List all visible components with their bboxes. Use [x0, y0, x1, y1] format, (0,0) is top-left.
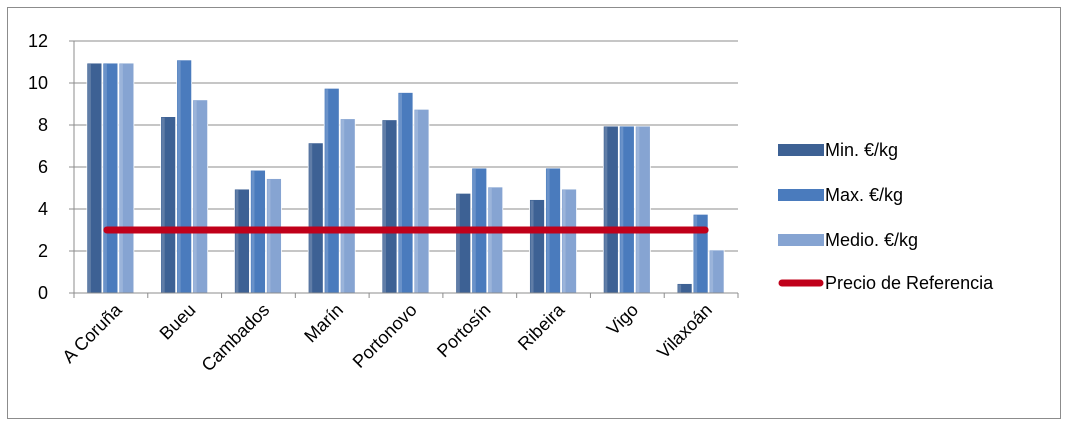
y-tick-label: 2	[38, 241, 48, 261]
bar-highlight	[620, 127, 624, 293]
bar-highlight	[383, 120, 386, 293]
legend-label: Max. €/kg	[825, 185, 903, 205]
y-tick-label: 0	[38, 283, 48, 303]
legend-label: Medio. €/kg	[825, 230, 918, 250]
bar-highlight	[530, 200, 534, 293]
bar-highlight	[309, 143, 313, 293]
bar-highlight	[604, 127, 608, 293]
x-tick-label: Vigo	[603, 300, 642, 339]
bar-highlight	[267, 179, 271, 293]
bars	[86, 59, 725, 294]
legend-swatch	[778, 144, 824, 156]
bar-highlight	[678, 284, 682, 293]
y-tick-label: 12	[28, 31, 48, 51]
x-tick-label: A Coruña	[58, 299, 126, 367]
bar-highlight	[177, 60, 181, 294]
y-tick-label: 6	[38, 157, 48, 177]
x-tick-label: Marín	[300, 300, 347, 347]
x-tick-label: Portosín	[433, 300, 495, 362]
bar-highlight	[456, 194, 460, 293]
legend-swatch	[778, 234, 824, 246]
x-tick-label: Vilaxoán	[653, 300, 716, 363]
x-tick-label: Ribeira	[514, 299, 569, 354]
bar-highlight	[694, 215, 698, 293]
legend: Min. €/kg Max. €/kg Medio. €/kg Precio de R…	[778, 140, 994, 293]
bar-highlight	[636, 127, 640, 293]
bar-highlight	[119, 64, 123, 293]
y-tick-label: 8	[38, 115, 48, 135]
legend-label: Precio de Referencia	[825, 273, 994, 293]
bar-highlight	[325, 89, 329, 293]
y-tick-label: 10	[28, 73, 48, 93]
x-tick-label: Portonovo	[349, 300, 421, 372]
x-tick-label: Bueu	[156, 300, 200, 344]
bar-highlight	[488, 187, 492, 293]
x-tick-label: Cambados	[198, 300, 274, 376]
bar-highlight	[103, 64, 107, 293]
bar-highlight	[710, 250, 714, 293]
bar-highlight	[87, 64, 91, 293]
bar-highlight	[193, 100, 197, 293]
bar-highlight	[415, 110, 418, 293]
bar-highlight	[161, 117, 165, 293]
legend-swatch	[778, 189, 824, 201]
bar-highlight	[562, 190, 566, 293]
bar-highlight	[399, 93, 402, 293]
bar-highlight	[235, 190, 239, 293]
y-axis: 0 2 4 6 8 10 12	[28, 31, 75, 303]
legend-label: Min. €/kg	[825, 140, 898, 160]
y-tick-label: 4	[38, 199, 48, 219]
bar-highlight	[341, 119, 345, 293]
